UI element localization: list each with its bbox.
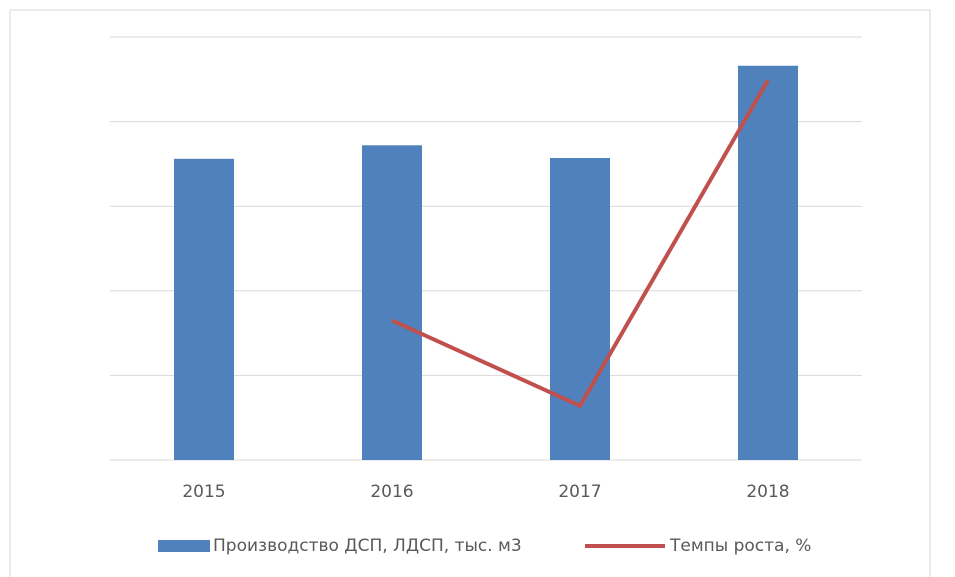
bar [550,157,610,460]
bar [738,65,798,460]
x-tick-label: 2017 [558,482,601,502]
x-tick-label: 2018 [746,482,789,502]
legend-label: Темпы роста, % [669,536,811,556]
x-tick-label: 2015 [182,482,225,502]
legend-swatch [158,540,210,552]
x-tick-label: 2016 [370,482,413,502]
line [391,79,770,408]
bar [174,158,234,460]
bar [362,145,422,460]
legend-label: Производство ДСП, ЛДСП, тыс. м3 [213,536,522,556]
